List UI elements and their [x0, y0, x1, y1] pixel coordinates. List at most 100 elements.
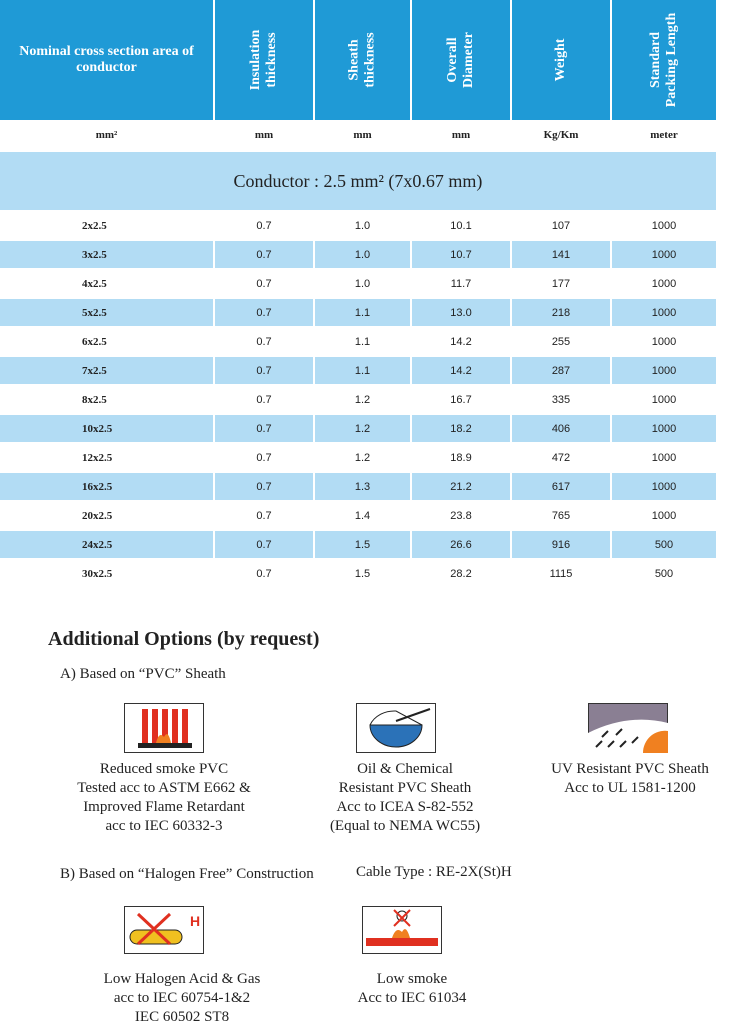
table-cell: 500	[654, 567, 674, 580]
table-cell: 6x2.5	[82, 335, 107, 348]
table-cell: 0.7	[256, 393, 272, 406]
table-cell: 1000	[612, 357, 716, 384]
table-cell: 4x2.5	[82, 277, 107, 290]
table-cell: 1.0	[315, 241, 410, 268]
option-text: Acc to UL 1581-1200	[564, 780, 696, 796]
table-cell: 0.7	[215, 299, 313, 326]
option-text: Low smoke	[376, 971, 448, 987]
section-heading: B) Based on “Halogen Free” Construction	[60, 866, 314, 882]
table-cell: 7x2.5	[0, 357, 213, 384]
option-text: Oil & Chemical	[357, 761, 453, 777]
table-cell: 14.2	[412, 357, 510, 384]
table-cell: 1000	[612, 241, 716, 268]
table-cell: 0.7	[215, 473, 313, 500]
table-cell: 1.2	[354, 393, 371, 406]
table-cell: 1000	[651, 393, 677, 406]
table-cell: 1.0	[354, 277, 371, 290]
table-cell: 3x2.5	[0, 241, 213, 268]
option-text: IEC 60502 ST8	[134, 1009, 230, 1025]
table-cell: 10.1	[450, 219, 472, 232]
table-cell: 5x2.5	[0, 299, 213, 326]
group-row: Conductor : 2.5 mm² (7x0.67 mm)	[0, 152, 716, 210]
option-text: Reduced smoke PVC	[99, 761, 229, 777]
cable-type: Cable Type : RE-2X(St)H	[356, 864, 512, 880]
table-cell: 28.2	[450, 567, 472, 580]
options-title: Additional Options (by request)	[48, 628, 320, 650]
svg-text:H: H	[190, 913, 200, 929]
table-cell: 1000	[651, 277, 677, 290]
header-label: Sheath thickness	[346, 32, 378, 88]
table-cell: 0.7	[256, 567, 272, 580]
table-cell: 1.5	[315, 531, 410, 558]
option-text: Acc to IEC 61034	[357, 990, 467, 1006]
table-cell: 1.1	[354, 335, 371, 348]
table-cell: 218	[512, 299, 610, 326]
table-cell: 12x2.5	[82, 451, 113, 464]
icon-halogen: H	[124, 906, 204, 954]
table-cell: 1115	[549, 567, 573, 580]
unit-label: meter	[650, 129, 678, 141]
unit-label: mm²	[95, 129, 118, 141]
table-cell: 1000	[651, 219, 677, 232]
header-label: Overall Diameter	[445, 32, 476, 88]
table-cell: 916	[512, 531, 610, 558]
table-cell: 255	[551, 335, 571, 348]
table-cell: 14.2	[450, 335, 472, 348]
table-cell: 10.7	[412, 241, 510, 268]
table-cell: 500	[612, 531, 716, 558]
table-cell: 141	[512, 241, 610, 268]
table-cell: 24x2.5	[0, 531, 213, 558]
icon-oil	[356, 703, 436, 753]
unit-label: mm	[451, 129, 471, 141]
table-cell: 1000	[612, 415, 716, 442]
table-cell: 1.1	[315, 299, 410, 326]
table-cell: 0.7	[215, 415, 313, 442]
unit-label: mm	[353, 129, 372, 141]
table-cell: 18.9	[450, 451, 472, 464]
table-cell: 0.7	[256, 509, 272, 522]
header-cell: Nominal cross section area of conductor	[0, 0, 213, 120]
header-cell: Weight	[512, 0, 610, 120]
icon-smoke	[124, 703, 204, 753]
option-text: Acc to ICEA S-82-552	[336, 799, 474, 815]
table-cell: 0.7	[256, 335, 272, 348]
table-cell: 10x2.5	[0, 415, 213, 442]
table-cell: 1.5	[354, 567, 371, 580]
header-cell: Standard Packing Length	[612, 0, 716, 120]
table-cell: 26.6	[412, 531, 510, 558]
table-cell: 1000	[651, 509, 677, 522]
option-text: Tested acc to ASTM E662 &	[77, 780, 251, 796]
header-label: Insulation thickness	[248, 29, 279, 91]
unit-label: Kg/Km	[543, 129, 579, 141]
icon-uv	[588, 703, 668, 753]
option-text: UV Resistant PVC Sheath	[551, 761, 709, 777]
table-cell: 0.7	[256, 451, 272, 464]
table-cell: 1.2	[354, 451, 371, 464]
option-text: acc to IEC 60332-3	[105, 818, 223, 834]
option-text: acc to IEC 60754-1&2	[113, 990, 251, 1006]
icon-low-smoke	[362, 906, 442, 954]
table-cell: 287	[512, 357, 610, 384]
table-cell: 11.7	[450, 277, 472, 290]
header-cell: Insulation thickness	[215, 0, 313, 120]
table-cell: 177	[551, 277, 571, 290]
table-cell: 21.2	[412, 473, 510, 500]
option-text: (Equal to NEMA WC55)	[329, 818, 481, 834]
table-cell: 1.0	[354, 219, 371, 232]
table-cell: 1000	[651, 335, 677, 348]
option-text: Low Halogen Acid & Gas	[103, 971, 261, 987]
table-cell: 1.2	[315, 415, 410, 442]
table-cell: 0.7	[215, 531, 313, 558]
table-cell: 16x2.5	[0, 473, 213, 500]
table-cell: 617	[512, 473, 610, 500]
header-label: Nominal cross section area of conductor	[19, 44, 194, 75]
table-cell: 16.7	[450, 393, 472, 406]
table-cell: 765	[551, 509, 571, 522]
header-cell: Overall Diameter	[412, 0, 510, 120]
table-cell: 18.2	[412, 415, 510, 442]
table-cell: 0.7	[256, 277, 272, 290]
table-cell: 472	[551, 451, 571, 464]
table-cell: 8x2.5	[82, 393, 107, 406]
header-label: Standard Packing Length	[648, 12, 679, 108]
